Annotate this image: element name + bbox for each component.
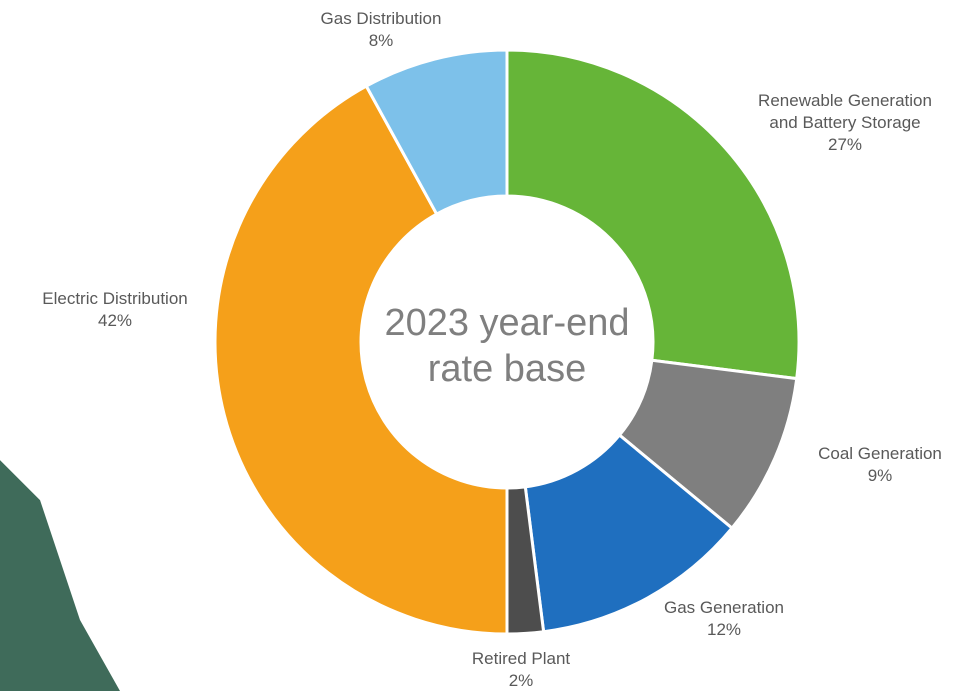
slice-label: Electric Distribution 42% [5,288,225,332]
category-label: Coal Generation [818,444,942,463]
value-label: 9% [867,466,893,485]
slice-label: Retired Plant 2% [441,648,601,691]
slice-label: Renewable Generation and Battery Storage… [755,90,935,156]
slice-label: Gas Distribution 8% [291,8,471,52]
donut-slice [523,432,735,634]
category-label: Renewable Generation and Battery Storage [758,91,932,132]
category-label: Gas Generation [663,598,784,617]
slice-label: Gas Generation 12% [634,597,814,641]
slice-label: Coal Generation 9% [790,443,969,487]
background-photo [0,460,120,691]
value-label: 27% [827,135,863,154]
value-label: 2% [508,671,534,690]
center-label: 2023 year-end rate base [384,302,630,390]
background-shape [0,330,40,500]
value-label: 42% [97,311,133,330]
category-label: Retired Plant [471,649,571,668]
value-label: 12% [706,620,742,639]
donut-slice [213,84,509,636]
category-label: Electric Distribution [42,289,188,308]
category-label: Gas Distribution [320,9,442,28]
donut-slice [364,48,509,217]
value-label: 8% [368,31,394,50]
donut-slice [505,48,801,381]
